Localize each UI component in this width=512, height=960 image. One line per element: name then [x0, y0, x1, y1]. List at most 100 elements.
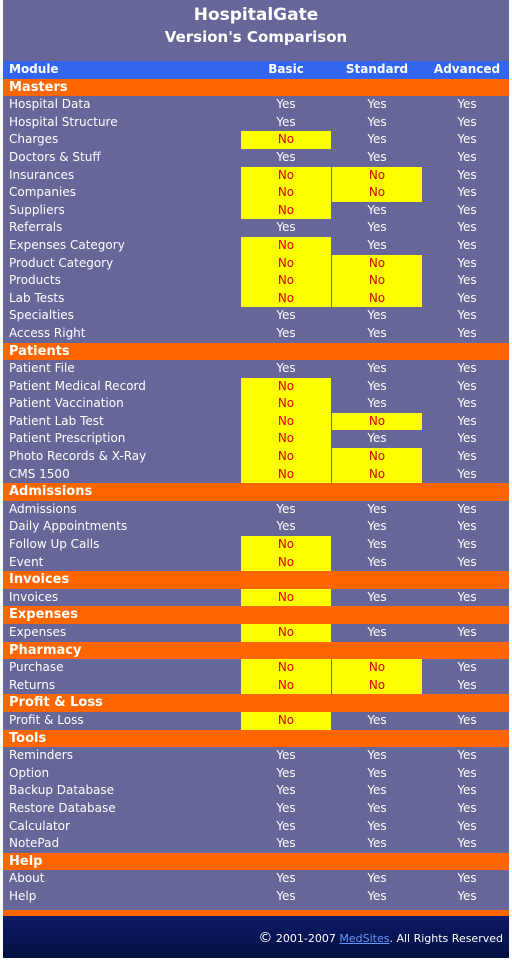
basic-availability-cell: Yes: [276, 97, 296, 112]
section-header-row: Patients: [3, 342, 509, 361]
basic-availability-cell: No: [241, 131, 331, 149]
basic-availability-cell: No: [241, 272, 331, 290]
standard-availability-cell: Yes: [367, 748, 387, 763]
basic-availability-cell: No: [241, 711, 331, 730]
feature-label: Invoices: [9, 589, 59, 604]
comparison-table: Module Basic Standard Advanced Masters Ho…: [3, 61, 509, 906]
section-header-row: Pharmacy: [3, 641, 509, 660]
table-row: Calculator Yes Yes Yes: [3, 818, 509, 836]
feature-label: Patient File: [9, 361, 75, 376]
table-row: Patient Lab Test No No Yes: [3, 412, 509, 431]
column-header-advanced: Advanced: [433, 62, 501, 76]
feature-label: CMS 1500: [9, 466, 70, 481]
column-header-standard: Standard: [345, 62, 409, 76]
standard-availability-cell: Yes: [367, 888, 387, 903]
basic-availability-cell: Yes: [276, 748, 296, 763]
feature-label: Patient Medical Record: [9, 378, 146, 393]
feature-label: Event: [9, 554, 44, 569]
basic-availability-cell: No: [241, 676, 331, 695]
basic-availability-cell: Yes: [276, 361, 296, 376]
feature-label: Follow Up Calls: [9, 537, 100, 552]
advanced-availability-cell: Yes: [457, 255, 477, 270]
table-row: Products No No Yes: [3, 272, 509, 290]
advanced-availability-cell: Yes: [457, 501, 477, 516]
table-row: Lab Tests No No Yes: [3, 289, 509, 308]
bottom-divider: [3, 909, 509, 917]
advanced-availability-cell: Yes: [457, 537, 477, 552]
column-header-basic: Basic: [268, 62, 304, 76]
page-title: HospitalGate: [193, 5, 319, 25]
basic-availability-cell: No: [241, 184, 331, 202]
table-row: Doctors & Stuff Yes Yes Yes: [3, 149, 509, 167]
basic-availability-cell: No: [241, 553, 331, 572]
section-header-row: Invoices: [3, 571, 509, 589]
section-header-row: Tools: [3, 729, 509, 748]
table-row: Purchase No No Yes: [3, 659, 509, 677]
feature-label: NotePad: [9, 836, 60, 851]
table-row: Referrals Yes Yes Yes: [3, 219, 509, 237]
basic-availability-cell: Yes: [276, 765, 296, 780]
basic-availability-cell: Yes: [276, 836, 296, 851]
advanced-availability-cell: Yes: [457, 836, 477, 851]
table-row: Invoices No Yes Yes: [3, 588, 509, 607]
advanced-availability-cell: Yes: [457, 466, 477, 481]
section-header-row: Expenses: [3, 606, 509, 624]
advanced-availability-cell: Yes: [457, 290, 477, 305]
basic-availability-cell: Yes: [276, 888, 296, 903]
basic-availability-cell: No: [241, 536, 331, 554]
table-row: Specialties Yes Yes Yes: [3, 307, 509, 325]
standard-availability-cell: Yes: [367, 712, 387, 727]
basic-availability-cell: Yes: [276, 818, 296, 833]
basic-availability-cell: No: [241, 236, 331, 255]
title-block: HospitalGate Version's Comparison: [3, 0, 509, 61]
column-header-module: Module: [9, 62, 59, 76]
basic-availability-cell: Yes: [276, 308, 296, 323]
table-row: Option Yes Yes Yes: [3, 765, 509, 783]
feature-label: Product Category: [9, 255, 114, 270]
advanced-availability-cell: Yes: [457, 132, 477, 147]
standard-availability-cell: No: [332, 184, 422, 202]
feature-label: Purchase: [9, 660, 64, 675]
feature-label: Hospital Data: [9, 97, 91, 112]
page-subtitle: Version's Comparison: [164, 28, 348, 46]
table-row: Patient Medical Record No Yes Yes: [3, 377, 509, 396]
standard-availability-cell: Yes: [367, 202, 387, 217]
advanced-availability-cell: Yes: [457, 185, 477, 200]
table-row: NotePad Yes Yes Yes: [3, 835, 509, 853]
advanced-availability-cell: Yes: [457, 220, 477, 235]
feature-label: Insurances: [9, 167, 75, 182]
standard-availability-cell: Yes: [367, 378, 387, 393]
advanced-availability-cell: Yes: [457, 149, 477, 164]
feature-label: Admissions: [9, 501, 77, 516]
standard-availability-cell: No: [332, 272, 422, 290]
advanced-availability-cell: Yes: [457, 431, 477, 446]
advanced-availability-cell: Yes: [457, 396, 477, 411]
feature-label: Hospital Structure: [9, 114, 118, 129]
standard-availability-cell: Yes: [367, 800, 387, 815]
advanced-availability-cell: Yes: [457, 413, 477, 428]
advanced-availability-cell: Yes: [457, 748, 477, 763]
standard-availability-cell: No: [332, 166, 422, 185]
section-header-row: Profit & Loss: [3, 694, 509, 712]
feature-label: Daily Appointments: [9, 519, 128, 534]
section-title: Expenses: [9, 607, 78, 623]
medsites-link[interactable]: MedSites: [339, 932, 390, 945]
feature-label: Help: [9, 888, 37, 903]
table-row: Patient Vaccination No Yes Yes: [3, 395, 509, 413]
section-header-row: Help: [3, 852, 509, 871]
standard-availability-cell: No: [332, 465, 422, 484]
table-row: Product Category No No Yes: [3, 254, 509, 273]
section-title: Patients: [9, 343, 70, 359]
section-title: Invoices: [9, 572, 70, 588]
table-row: Help Yes Yes Yes: [3, 888, 509, 906]
section-title: Tools: [9, 730, 47, 746]
advanced-availability-cell: Yes: [457, 237, 477, 252]
footer: © 2001-2007 MedSites. All Rights Reserve…: [3, 916, 509, 958]
table-body: Masters Hospital Data Yes Yes Yes Hospital St…: [3, 78, 509, 906]
table-row: Photo Records & X-Ray No No Yes: [3, 448, 509, 466]
table-row: Restore Database Yes Yes Yes: [3, 800, 509, 818]
table-row: Expenses No Yes Yes: [3, 624, 509, 642]
basic-availability-cell: Yes: [276, 871, 296, 886]
standard-availability-cell: No: [332, 448, 422, 466]
standard-availability-cell: Yes: [367, 519, 387, 534]
